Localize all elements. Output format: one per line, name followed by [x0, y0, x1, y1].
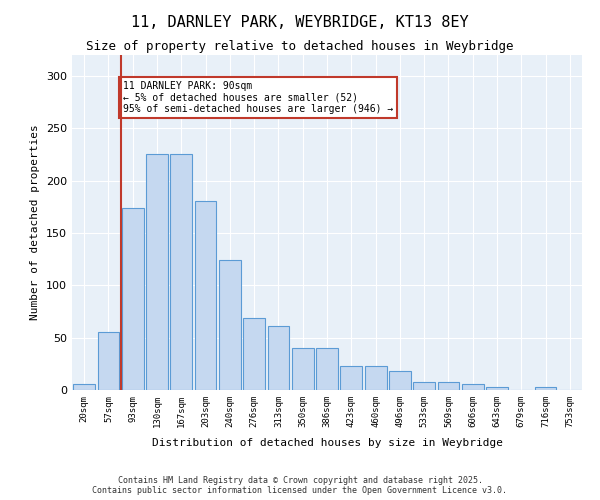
- Bar: [365, 366, 386, 390]
- Bar: [340, 366, 362, 390]
- Bar: [194, 200, 217, 390]
- Bar: [389, 371, 411, 390]
- Bar: [292, 348, 314, 390]
- Bar: [486, 387, 508, 390]
- Text: Contains HM Land Registry data © Crown copyright and database right 2025.
Contai: Contains HM Land Registry data © Crown c…: [92, 476, 508, 495]
- Y-axis label: Number of detached properties: Number of detached properties: [31, 124, 40, 320]
- Bar: [122, 208, 143, 390]
- Bar: [73, 384, 95, 390]
- Bar: [243, 318, 265, 390]
- Text: 11 DARNLEY PARK: 90sqm
← 5% of detached houses are smaller (52)
95% of semi-deta: 11 DARNLEY PARK: 90sqm ← 5% of detached …: [123, 81, 393, 114]
- Bar: [316, 348, 338, 390]
- Bar: [535, 387, 556, 390]
- Bar: [462, 384, 484, 390]
- Text: Size of property relative to detached houses in Weybridge: Size of property relative to detached ho…: [86, 40, 514, 53]
- Bar: [146, 154, 168, 390]
- X-axis label: Distribution of detached houses by size in Weybridge: Distribution of detached houses by size …: [151, 438, 503, 448]
- Bar: [437, 382, 460, 390]
- Bar: [219, 260, 241, 390]
- Bar: [268, 326, 289, 390]
- Bar: [97, 332, 119, 390]
- Bar: [170, 154, 192, 390]
- Bar: [413, 382, 435, 390]
- Text: 11, DARNLEY PARK, WEYBRIDGE, KT13 8EY: 11, DARNLEY PARK, WEYBRIDGE, KT13 8EY: [131, 15, 469, 30]
